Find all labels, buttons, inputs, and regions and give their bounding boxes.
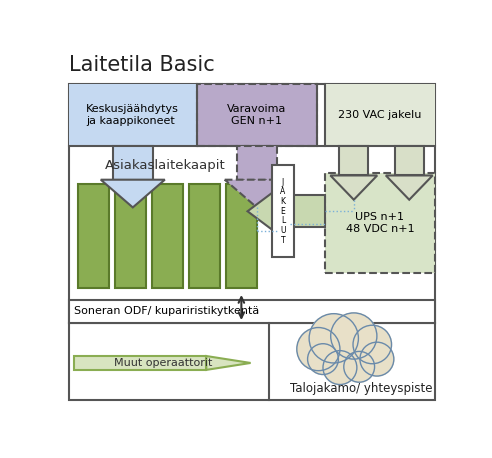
Polygon shape — [331, 175, 377, 200]
Circle shape — [309, 314, 358, 363]
Bar — [197, 84, 317, 146]
Bar — [325, 84, 435, 146]
Circle shape — [308, 344, 338, 375]
Text: J
A
K
E
L
U
T: J A K E L U T — [280, 178, 286, 245]
Bar — [113, 146, 153, 180]
Text: Muut operaattorit: Muut operaattorit — [114, 358, 212, 368]
Text: Laitetila Basic: Laitetila Basic — [69, 55, 215, 75]
Bar — [237, 146, 277, 180]
Circle shape — [323, 351, 357, 385]
Polygon shape — [101, 180, 165, 207]
Circle shape — [353, 325, 392, 364]
Text: Varavoima
GEN n+1: Varavoima GEN n+1 — [227, 104, 286, 126]
Bar — [226, 184, 257, 288]
Text: Keskusjäähdytys
ja kaappikoneet: Keskusjäähdytys ja kaappikoneet — [87, 104, 179, 126]
Bar — [115, 184, 146, 288]
Bar — [325, 173, 435, 273]
Bar — [278, 195, 325, 228]
Bar — [78, 184, 109, 288]
Circle shape — [331, 313, 377, 359]
Bar — [73, 356, 206, 370]
Polygon shape — [225, 180, 289, 207]
Text: Talojakamo/ yhteyspiste: Talojakamo/ yhteyspiste — [290, 382, 433, 395]
Bar — [339, 146, 369, 175]
Bar — [69, 323, 435, 400]
Bar — [272, 165, 294, 257]
Circle shape — [344, 351, 374, 382]
Bar — [395, 146, 424, 175]
Bar — [152, 184, 183, 288]
Text: UPS n+1
48 VDC n+1: UPS n+1 48 VDC n+1 — [346, 212, 414, 234]
Circle shape — [360, 342, 394, 376]
Bar — [69, 84, 435, 323]
Polygon shape — [247, 188, 278, 234]
Polygon shape — [386, 175, 432, 200]
Polygon shape — [206, 356, 250, 370]
Circle shape — [297, 327, 340, 371]
Text: Asiakaslaitekaapit: Asiakaslaitekaapit — [105, 158, 226, 172]
Text: 230 VAC jakelu: 230 VAC jakelu — [338, 110, 422, 120]
Bar — [69, 300, 435, 323]
Text: Soneran ODF/ kupariristikytkentä: Soneran ODF/ kupariristikytkentä — [73, 306, 259, 316]
Bar — [69, 84, 197, 146]
Bar — [189, 184, 220, 288]
